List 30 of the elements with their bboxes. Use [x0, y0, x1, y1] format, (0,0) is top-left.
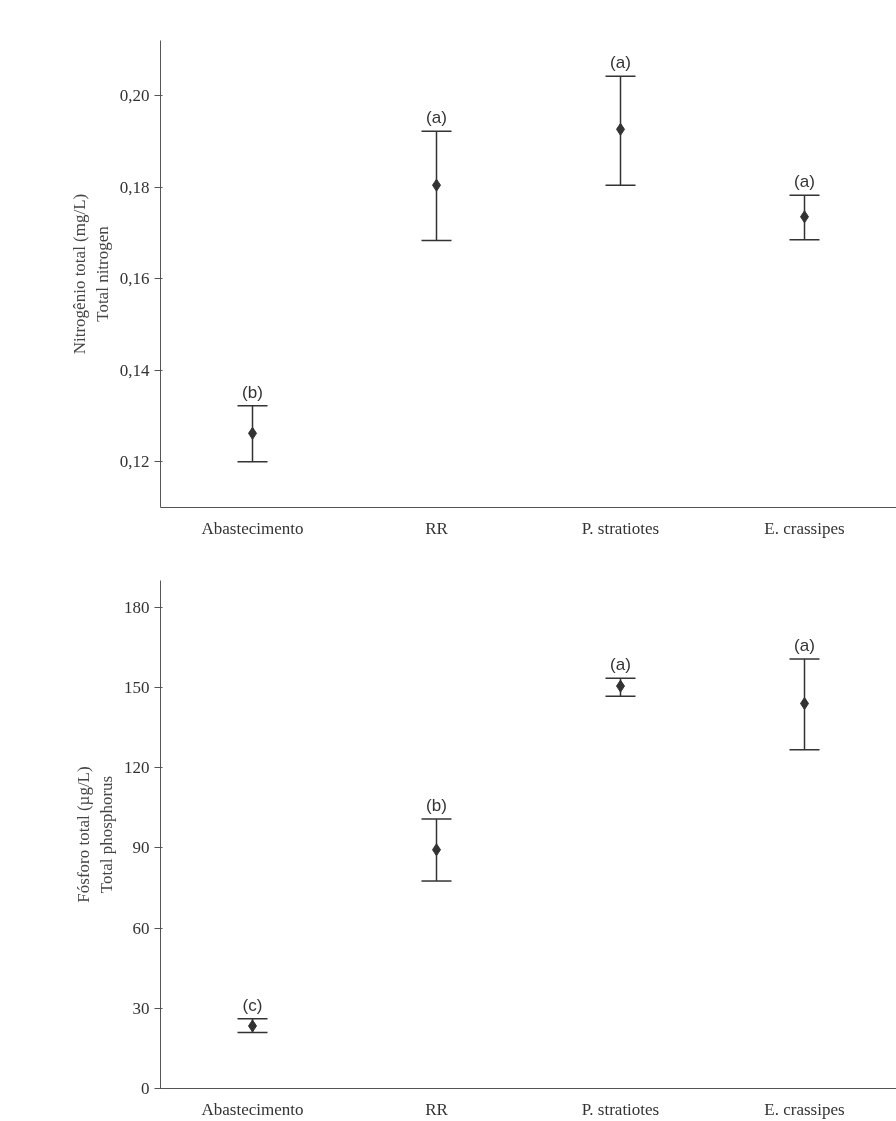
annotation: (b)	[426, 795, 447, 815]
annotation: (a)	[610, 655, 631, 675]
annotation: (a)	[794, 172, 815, 192]
annotation: (b)	[242, 382, 263, 402]
y-tick-label: 0,14	[119, 360, 150, 380]
annotation: (a)	[794, 636, 815, 656]
annotation: (c)	[242, 995, 263, 1015]
annotation: (a)	[610, 53, 631, 73]
x-tick-label: P. stratiotes	[581, 1099, 660, 1119]
y-tick-label: 0,12	[119, 452, 150, 472]
x-tick-label: RR	[425, 1099, 449, 1119]
y-axis-title: Fósforo total (µg/L) Total phosphorus	[74, 766, 116, 903]
x-tick-label: RR	[425, 518, 449, 538]
y-tick-label: 0,18	[119, 177, 150, 197]
y-tick-label: 0,20	[119, 85, 150, 105]
x-tick-label: Abastecimento	[201, 1099, 304, 1119]
y-tick-label: 0	[141, 1079, 150, 1098]
y-tick-label: 180	[124, 597, 150, 617]
y-tick-label: 0,16	[119, 269, 150, 289]
x-tick-label: P. stratiotes	[581, 518, 660, 538]
y-tick-label: 30	[132, 998, 150, 1018]
y-tick-label: 60	[132, 918, 150, 938]
annotation: (a)	[426, 108, 447, 128]
y-tick-label: 90	[132, 838, 150, 858]
y-tick-label: 120	[124, 758, 150, 778]
x-tick-label: E. crassipes	[764, 1099, 845, 1119]
y-axis-title: Nitrogênio total (mg/L) Total nitrogen	[69, 193, 112, 355]
y-tick-label: 150	[124, 677, 150, 697]
x-tick-label: Abastecimento	[201, 518, 304, 538]
x-tick-label: E. crassipes	[764, 518, 845, 538]
